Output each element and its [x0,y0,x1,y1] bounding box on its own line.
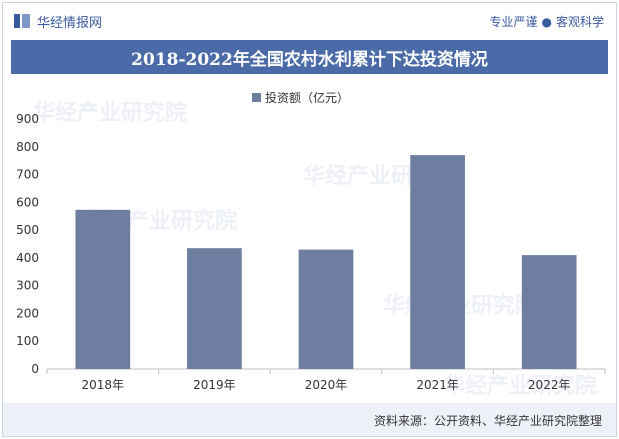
y-tick-label: 200 [16,306,39,320]
x-tick-label: 2021年 [416,378,459,392]
y-tick-label: 100 [16,334,39,348]
bar [410,155,465,369]
x-tick-label: 2019年 [193,378,236,392]
slogan: 专业严谨 ● 客观科学 [489,13,604,30]
watermark: 华经产业研究院 [443,374,598,399]
x-tick-label: 2022年 [528,378,571,392]
chart-title: 2018-2022年全国农村水利累计下达投资情况 [131,49,488,70]
slogan-dot: ● [541,15,552,29]
footer: 资料来源：公开资料、华经产业研究院整理 [3,403,616,436]
y-tick-label: 300 [16,279,39,293]
x-tick-label: 2020年 [305,378,348,392]
watermark: 华经产业研究院 [33,101,188,126]
brand-name: 华经情报网 [37,15,103,31]
y-tick-label: 0 [31,362,39,376]
brand: 华经情报网 [13,11,102,31]
top-bar: 华经情报网 专业严谨 ● 客观科学 [3,3,616,39]
bar [521,255,577,369]
book-logo-icon [14,14,30,28]
legend: 投资额（亿元） [252,89,349,106]
bar [75,209,131,369]
legend-swatch [252,93,261,102]
y-tick-label: 400 [16,251,39,265]
bar [187,248,242,369]
y-tick-label: 700 [16,168,39,182]
title-bar: 2018-2022年全国农村水利累计下达投资情况 [11,40,608,74]
x-tick-label: 2018年 [82,378,125,392]
slogan-right: 客观科学 [555,15,604,29]
slogan-left: 专业严谨 [489,15,538,29]
y-tick-label: 600 [16,195,39,209]
y-tick-label: 800 [16,140,39,154]
bar-chart: 0 100 200 300 400 500 600 700 800 900 2018年 2019年 20… [16,112,606,392]
source-note: 资料来源：公开资料、华经产业研究院整理 [373,414,602,428]
y-tick-label: 500 [16,223,39,237]
y-tick-label: 900 [16,112,39,126]
legend-label: 投资额（亿元） [265,91,350,105]
bar [298,249,354,369]
